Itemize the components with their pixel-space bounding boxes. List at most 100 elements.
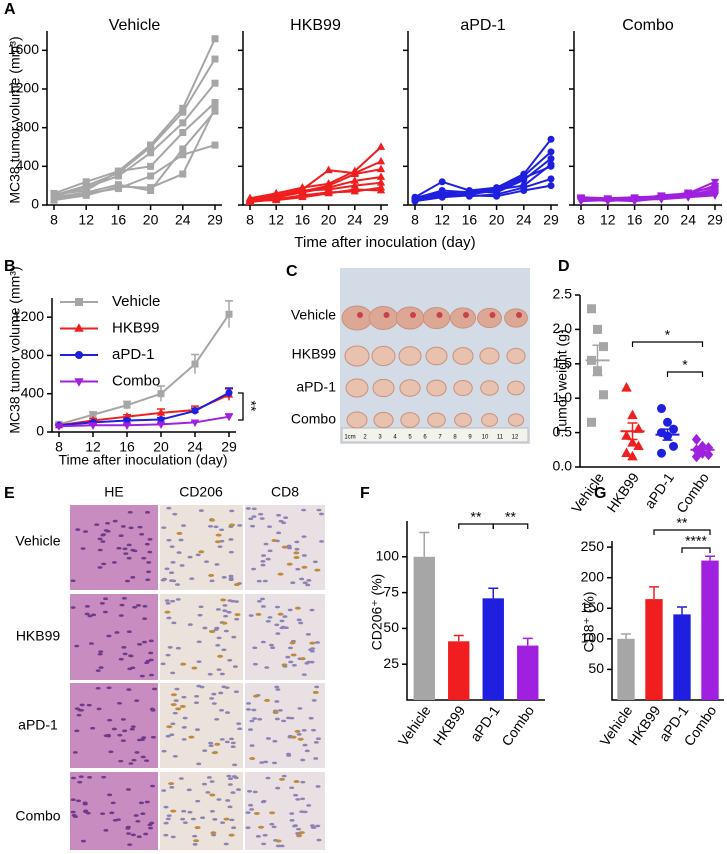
row-label: aPD-1 — [296, 379, 336, 395]
nucleus — [301, 673, 307, 676]
x-tick-label: 16 — [119, 439, 135, 455]
nucleus — [314, 641, 320, 644]
nucleus — [247, 789, 253, 793]
nucleus — [75, 528, 81, 531]
nucleus — [302, 810, 308, 814]
nucleus — [195, 553, 201, 557]
nucleus — [233, 690, 239, 694]
y-axis-label: MC38 tumor volume (mm³) — [7, 266, 23, 433]
nucleus — [313, 757, 319, 760]
marker — [438, 191, 446, 199]
ruler-label: 9 — [468, 435, 472, 441]
nucleus — [268, 643, 274, 647]
nucleus — [223, 842, 229, 846]
nucleus — [182, 716, 188, 720]
marker — [669, 441, 678, 451]
significance-label: ** — [471, 509, 482, 525]
marker — [465, 190, 473, 198]
ruler-label: 6 — [423, 435, 427, 441]
nucleus — [164, 599, 170, 602]
stain — [264, 698, 271, 702]
legend-label: aPD-1 — [112, 346, 155, 363]
marker — [123, 401, 131, 409]
stain — [277, 612, 284, 616]
nucleus — [300, 797, 306, 801]
nucleus — [310, 647, 316, 650]
bar — [448, 641, 470, 700]
x-tick-label: 8 — [50, 212, 58, 228]
tumor-spot — [489, 312, 496, 318]
marker — [663, 417, 672, 427]
marker — [179, 119, 187, 127]
nucleus — [103, 529, 109, 532]
column-label: CD206 — [179, 484, 223, 500]
nucleus — [228, 777, 234, 780]
error-bar — [662, 428, 673, 441]
nucleus — [286, 752, 292, 756]
nucleus — [221, 576, 227, 579]
y-tick-label: 1600 — [8, 41, 39, 57]
y-tick-label: 800 — [21, 346, 45, 362]
ruler-label: 3 — [378, 435, 382, 441]
nucleus — [123, 552, 129, 555]
y-tick-label: 1.0 — [553, 389, 573, 405]
marker — [710, 184, 720, 193]
nucleus — [216, 668, 222, 671]
row-label: HKB99 — [16, 628, 61, 644]
nucleus — [229, 737, 235, 741]
significance-label: ** — [677, 515, 688, 531]
nucleus — [283, 516, 289, 519]
y-tick-label: 400 — [16, 157, 40, 173]
nucleus — [100, 540, 106, 543]
nucleus — [196, 660, 202, 663]
tumor-spot — [410, 312, 416, 318]
marker — [630, 194, 639, 202]
x-tick-label: 29 — [373, 212, 389, 228]
nucleus — [309, 660, 315, 664]
nucleus — [118, 534, 124, 537]
nucleus — [148, 673, 154, 677]
nucleus — [140, 812, 146, 816]
tumor — [426, 379, 447, 397]
nucleus — [186, 788, 192, 792]
nucleus — [165, 602, 171, 605]
line — [58, 313, 230, 426]
tumor — [399, 379, 421, 397]
nucleus — [231, 826, 237, 830]
nucleus — [211, 833, 217, 837]
nucleus — [142, 604, 148, 608]
nucleus — [302, 743, 308, 747]
nucleus — [229, 818, 235, 822]
ruler-label: 2 — [363, 435, 367, 441]
tumor — [398, 346, 422, 366]
tumor — [477, 307, 502, 329]
bar — [701, 560, 719, 700]
nucleus — [251, 708, 257, 712]
tumor — [452, 347, 474, 365]
nucleus — [259, 517, 265, 520]
nucleus — [115, 818, 121, 821]
marker — [179, 151, 187, 159]
nucleus — [205, 791, 211, 794]
nucleus — [192, 834, 198, 838]
nucleus — [267, 549, 273, 553]
x-tick-label: Combo — [498, 703, 537, 749]
nucleus — [230, 741, 236, 745]
stain — [233, 583, 240, 587]
chart-title: HKB99 — [290, 17, 341, 34]
line — [580, 190, 716, 201]
marker — [147, 149, 155, 157]
ruler-label: 10 — [482, 435, 489, 441]
stain — [255, 612, 262, 616]
tumor — [449, 307, 477, 329]
nucleus — [175, 598, 181, 601]
nucleus — [79, 703, 85, 707]
nucleus — [201, 782, 207, 786]
nucleus — [197, 613, 203, 617]
nucleus — [289, 786, 295, 790]
nucleus — [308, 716, 314, 720]
marker — [438, 178, 446, 186]
nucleus — [97, 548, 103, 552]
nucleus — [147, 538, 153, 541]
